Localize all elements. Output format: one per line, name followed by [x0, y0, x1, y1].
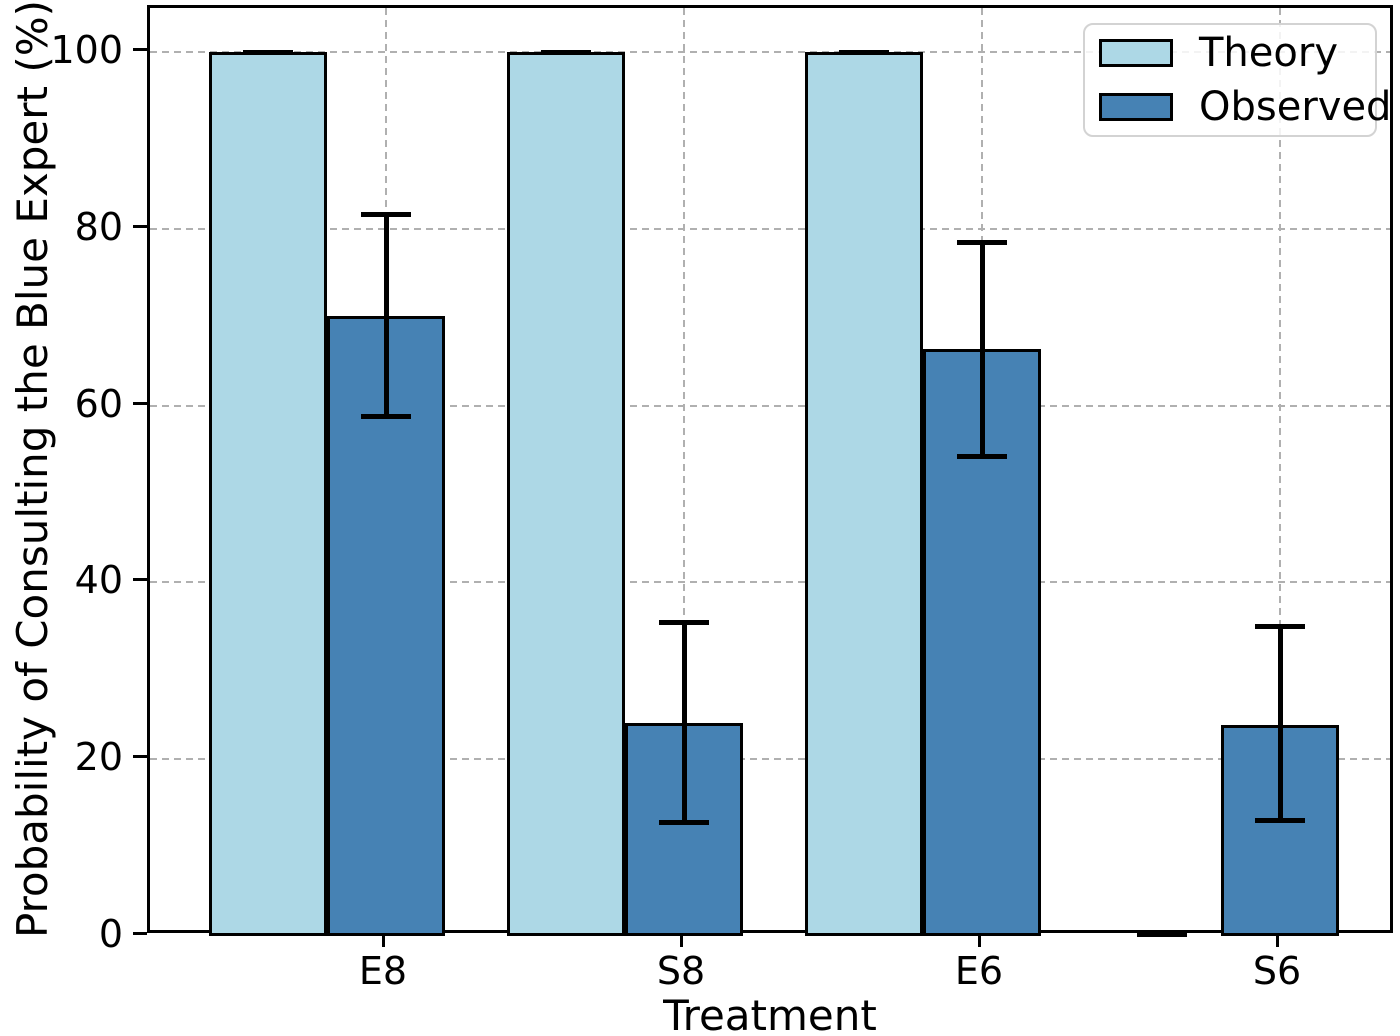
gridline-h-80 — [150, 227, 1390, 230]
error-cap-low-observed-s6 — [1255, 817, 1305, 823]
x-tick-mark-e8 — [382, 933, 385, 947]
gridline-h-40 — [150, 581, 1390, 584]
y-tick-label-40: 40 — [74, 558, 123, 603]
y-tick-mark-60 — [133, 401, 147, 405]
bar-theory-e6 — [805, 52, 923, 936]
y-tick-label-60: 60 — [74, 381, 123, 426]
x-tick-mark-e6 — [978, 933, 981, 947]
error-cap-low-theory-e6 — [839, 49, 889, 55]
error-cap-low-observed-s8 — [659, 820, 709, 826]
error-stem-observed-e6 — [979, 242, 985, 457]
x-tick-label-e8: E8 — [358, 949, 408, 993]
error-cap-high-observed-e6 — [957, 239, 1007, 245]
legend: Theory Observed — [1083, 23, 1391, 137]
y-axis-label: Probability of Consulting the Blue Exper… — [8, 0, 57, 939]
bar-theory-e8 — [209, 52, 327, 936]
y-tick-mark-0 — [133, 932, 147, 935]
x-tick-mark-s6 — [1276, 933, 1279, 947]
y-tick-label-100: 100 — [50, 28, 123, 73]
x-axis-label: Treatment — [663, 991, 877, 1036]
x-tick-mark-s8 — [680, 933, 683, 947]
x-tick-label-e6: E6 — [954, 949, 1004, 993]
error-cap-high-observed-s6 — [1255, 624, 1305, 630]
y-tick-label-80: 80 — [74, 204, 123, 249]
error-cap-low-observed-e8 — [361, 413, 411, 419]
x-tick-label-s8: S8 — [656, 949, 706, 993]
y-tick-mark-20 — [133, 755, 147, 759]
bar-observed-e8 — [327, 315, 445, 936]
error-cap-high-observed-e8 — [361, 212, 411, 218]
legend-label-theory: Theory — [1199, 30, 1338, 76]
y-tick-mark-100 — [133, 48, 147, 52]
x-tick-label-s6: S6 — [1252, 949, 1302, 993]
y-tick-mark-40 — [133, 578, 147, 582]
legend-item-observed: Observed — [1099, 87, 1391, 127]
legend-swatch-observed — [1099, 93, 1173, 121]
y-tick-label-0: 0 — [98, 912, 123, 956]
gridline-h-100 — [150, 51, 1390, 54]
error-cap-low-observed-e6 — [957, 453, 1007, 459]
error-stem-observed-s6 — [1277, 626, 1283, 821]
gridline-h-60 — [150, 404, 1390, 407]
gridline-v-s6 — [1279, 8, 1281, 930]
error-stem-observed-e8 — [383, 214, 389, 417]
legend-item-theory: Theory — [1099, 33, 1375, 73]
plot-area — [147, 5, 1393, 937]
error-stem-observed-s8 — [681, 622, 687, 823]
error-cap-low-theory-s8 — [541, 49, 591, 55]
error-cap-high-observed-s8 — [659, 619, 709, 625]
legend-label-observed: Observed — [1199, 84, 1392, 130]
gridline-h-20 — [150, 758, 1390, 761]
legend-swatch-theory — [1099, 39, 1173, 67]
bar-theory-s8 — [507, 52, 625, 936]
error-cap-low-theory-e8 — [243, 49, 293, 55]
error-cap-low-theory-s6 — [1137, 931, 1187, 937]
y-tick-mark-80 — [133, 224, 147, 228]
y-tick-label-20: 20 — [74, 735, 123, 780]
gridline-v-s8 — [683, 8, 685, 930]
